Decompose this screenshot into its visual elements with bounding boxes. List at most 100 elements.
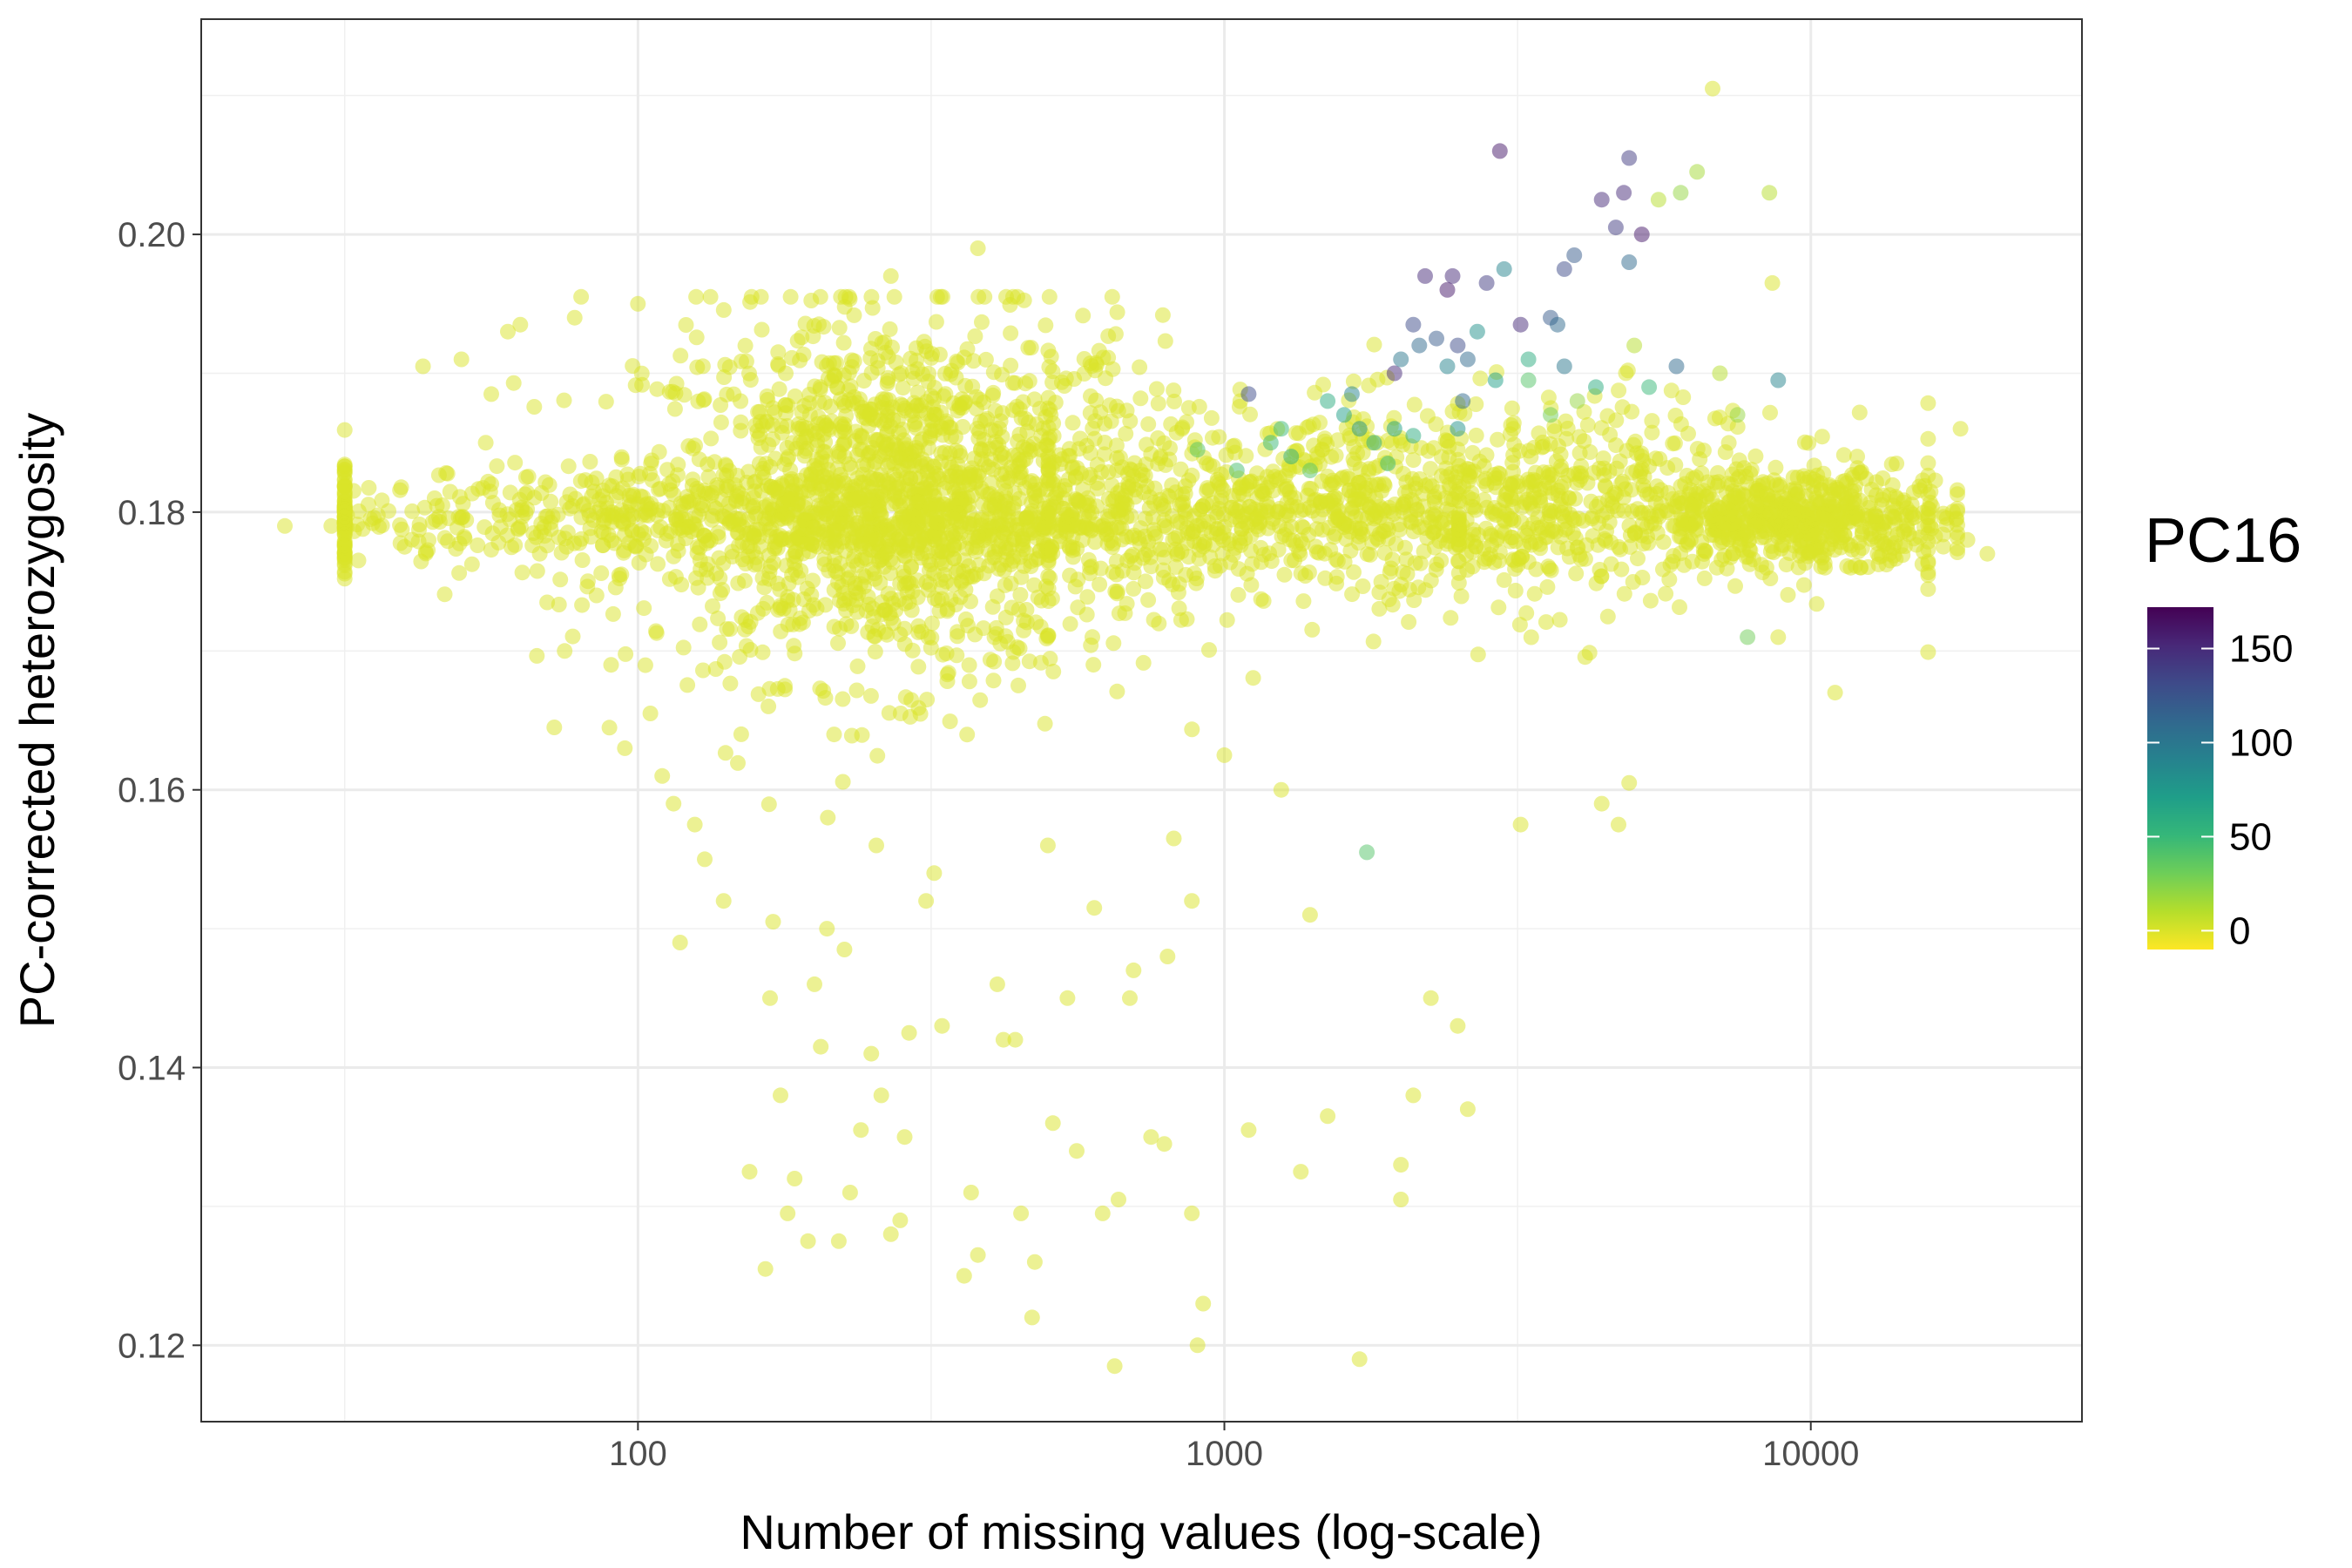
point [1800, 544, 1816, 561]
point [1490, 502, 1507, 518]
point [1927, 472, 1943, 489]
point [1335, 407, 1352, 423]
point [1167, 531, 1184, 546]
point [500, 323, 516, 340]
point [1359, 844, 1375, 861]
point [1369, 371, 1386, 388]
point [1735, 486, 1752, 503]
point [893, 365, 909, 382]
point [1393, 351, 1409, 368]
point [1015, 534, 1031, 551]
point [1556, 358, 1572, 375]
point [872, 575, 889, 591]
point [1364, 506, 1381, 523]
point [655, 503, 672, 519]
point [336, 422, 353, 438]
point [904, 584, 921, 600]
y-tick-label: 0.20 [118, 216, 186, 254]
point [1406, 396, 1423, 413]
point [1534, 434, 1551, 450]
point [1376, 544, 1393, 561]
point [790, 569, 807, 585]
point [658, 532, 674, 549]
point [505, 375, 522, 391]
point [948, 498, 964, 515]
x-axis: 100 1000 10000 [609, 1422, 1859, 1473]
point [1615, 490, 1632, 506]
point [1705, 80, 1720, 97]
point [1228, 463, 1245, 479]
point [1468, 538, 1484, 555]
point [492, 519, 509, 536]
point [849, 658, 866, 674]
point [756, 579, 773, 596]
point [1487, 372, 1504, 389]
point [1104, 288, 1120, 305]
point [1328, 447, 1344, 463]
point [675, 639, 692, 656]
point [1119, 596, 1135, 612]
point [762, 990, 778, 1006]
point [1619, 443, 1635, 459]
point [1082, 565, 1098, 582]
point [856, 487, 873, 504]
point [1366, 435, 1382, 451]
point [1215, 506, 1232, 523]
point [1345, 373, 1362, 389]
point [678, 317, 694, 333]
point [923, 476, 939, 492]
point [396, 538, 413, 555]
legend-tick-label: 0 [2229, 909, 2250, 952]
point [1112, 449, 1128, 466]
point [1276, 566, 1293, 583]
point [1040, 476, 1057, 492]
point [1805, 478, 1821, 494]
point [862, 687, 879, 704]
point [1026, 1254, 1043, 1270]
point [1140, 591, 1157, 608]
point [504, 539, 520, 556]
point [705, 598, 720, 614]
point [1550, 316, 1565, 333]
point [1399, 566, 1416, 582]
point [1109, 683, 1125, 700]
point [1346, 564, 1362, 580]
point [1069, 1143, 1085, 1159]
point [1166, 393, 1182, 409]
point [1512, 316, 1529, 333]
point [557, 531, 573, 547]
point [910, 659, 927, 675]
point [867, 628, 883, 645]
point [1173, 461, 1189, 477]
point [1273, 421, 1289, 437]
point [866, 456, 882, 472]
point [574, 597, 591, 613]
point [977, 412, 993, 429]
point [1344, 586, 1361, 603]
point [1607, 220, 1624, 236]
point [730, 754, 746, 771]
point [1370, 531, 1387, 548]
point [1005, 644, 1022, 660]
point [916, 508, 932, 524]
point [1611, 382, 1627, 399]
point [894, 422, 910, 437]
point [867, 644, 883, 660]
y-axis-title: PC-corrected heterozygosity [10, 413, 64, 1029]
point [1005, 549, 1022, 565]
point [1186, 524, 1201, 539]
point [1205, 537, 1221, 553]
point [455, 496, 471, 512]
y-tick-label: 0.12 [118, 1327, 186, 1365]
point [1512, 816, 1529, 833]
point [1889, 456, 1905, 472]
point [879, 375, 896, 392]
point [1747, 448, 1764, 464]
point [1568, 565, 1585, 582]
point [1150, 395, 1166, 412]
point [1497, 524, 1513, 541]
point [732, 649, 748, 665]
point [1593, 795, 1610, 812]
point [1045, 490, 1062, 507]
point [807, 976, 822, 992]
